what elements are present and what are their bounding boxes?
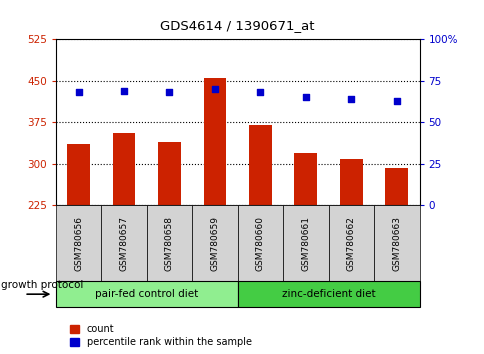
Text: pair-fed control diet: pair-fed control diet	[95, 289, 198, 299]
Point	[165, 89, 173, 95]
Bar	[112, 133, 135, 205]
Text: growth protocol: growth protocol	[1, 280, 83, 290]
Point	[392, 98, 400, 103]
Point	[75, 89, 82, 95]
Bar	[294, 153, 317, 205]
Bar	[385, 167, 408, 205]
Bar	[203, 78, 226, 205]
Bar	[67, 144, 90, 205]
Bar	[248, 125, 271, 205]
Point	[256, 89, 264, 95]
Text: zinc-deficient diet: zinc-deficient diet	[281, 289, 375, 299]
Text: GSM780663: GSM780663	[392, 216, 400, 271]
Point	[120, 88, 128, 93]
Text: GSM780659: GSM780659	[210, 216, 219, 271]
Text: GSM780658: GSM780658	[165, 216, 174, 271]
Bar	[158, 142, 181, 205]
Text: GSM780656: GSM780656	[74, 216, 83, 271]
Bar	[339, 159, 362, 205]
Point	[211, 86, 218, 92]
Text: GSM780662: GSM780662	[346, 216, 355, 271]
Legend: count, percentile rank within the sample: count, percentile rank within the sample	[70, 325, 251, 347]
Point	[347, 96, 354, 102]
Text: GSM780657: GSM780657	[119, 216, 128, 271]
Point	[302, 94, 309, 100]
Text: GDS4614 / 1390671_at: GDS4614 / 1390671_at	[160, 19, 314, 33]
Text: GSM780661: GSM780661	[301, 216, 310, 271]
Text: GSM780660: GSM780660	[256, 216, 264, 271]
